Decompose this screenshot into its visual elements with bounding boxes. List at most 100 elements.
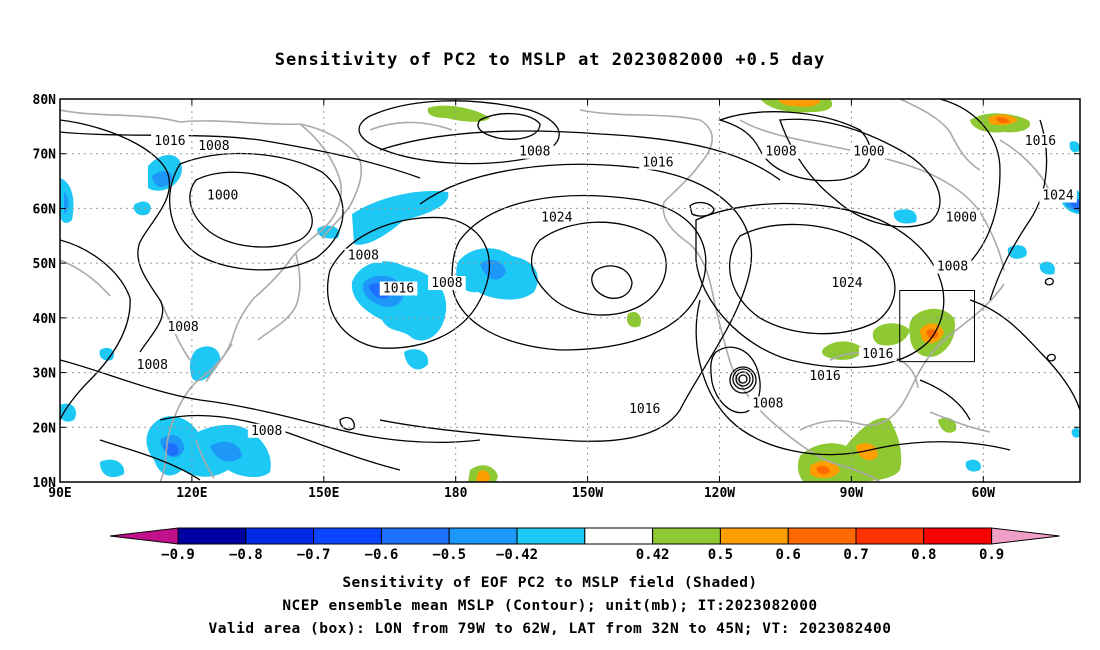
contour-label: 1000 xyxy=(946,210,977,225)
contour-label-bg xyxy=(749,396,787,411)
colorbar-swatch xyxy=(448,527,518,545)
map-frame xyxy=(59,98,1081,483)
contour-label-bg xyxy=(625,401,664,416)
lon-tick-label: 90E xyxy=(48,486,71,501)
contour-label: 1008 xyxy=(198,139,229,154)
coastlines xyxy=(60,99,1051,482)
colorbar-label: 0.6 xyxy=(776,547,801,563)
colorbar-label: 0.8 xyxy=(911,547,936,563)
contour-label: 1016 xyxy=(383,282,414,297)
colorbar-label: −0.9 xyxy=(161,547,195,563)
lat-tick-label: 50N xyxy=(33,257,57,272)
lon-tick-label: 150W xyxy=(572,486,603,501)
contour-label-bg xyxy=(195,139,233,154)
contour-label: 1008 xyxy=(167,320,198,335)
contour-label-bg xyxy=(379,281,418,296)
contour-label-bg xyxy=(516,144,554,159)
contour-label-bg xyxy=(933,259,972,274)
contour-label-bg xyxy=(203,188,242,203)
colorbar-label: −0.7 xyxy=(297,547,331,563)
contour-label-bg xyxy=(639,155,677,170)
lon-tick-label: 90W xyxy=(840,486,864,501)
contour-label: 1008 xyxy=(937,260,968,275)
sensitivity-shading xyxy=(60,99,1080,482)
colorbar-swatch xyxy=(177,527,247,545)
colorbar-label: −0.42 xyxy=(496,547,538,563)
caption-valid-area: Valid area (box): LON from 79W to 62W, L… xyxy=(208,621,892,637)
contour-label: 1016 xyxy=(809,369,840,384)
contour-label-bg xyxy=(164,319,202,334)
contour-label: 1016 xyxy=(629,402,660,417)
contour-label: 1008 xyxy=(519,145,550,160)
contour-label: 1024 xyxy=(541,210,572,225)
colorbar: −0.9 −0.8 −0.7 −0.6 −0.5 −0.42 0.42 0.5 0.6 0.7 0.… xyxy=(109,527,1060,563)
contour-label: 1008 xyxy=(348,249,379,264)
colorbar-label: 0.5 xyxy=(708,547,733,563)
contour-label-bg xyxy=(538,210,576,225)
contour-label-bg xyxy=(762,144,800,159)
contour-label: 1024 xyxy=(831,276,862,291)
lat-tick-label: 60N xyxy=(33,202,57,217)
contour-label-bg xyxy=(828,276,866,291)
lon-tick-label: 150E xyxy=(308,486,339,501)
contour-label: 1016 xyxy=(642,156,673,171)
lat-tick-label: 40N xyxy=(33,312,57,327)
colorbar-swatch xyxy=(245,527,315,545)
colorbar-swatch xyxy=(652,527,721,545)
contour-label-bg xyxy=(428,276,466,291)
colorbar-label: −0.6 xyxy=(365,547,399,563)
contour-label-bg xyxy=(858,347,897,362)
colorbar-swatch xyxy=(516,527,586,545)
contour-label-bg xyxy=(942,210,981,225)
lat-tick-label: 20N xyxy=(33,421,57,436)
contour-label-bg xyxy=(850,144,888,159)
contour-label: 1016 xyxy=(154,134,185,149)
lon-tick-label: 60W xyxy=(972,486,996,501)
contour-label: 1008 xyxy=(752,396,783,411)
lon-tick-label: 180 xyxy=(444,486,468,501)
lat-tick-label: 10N xyxy=(33,476,57,491)
colorbar-swatch xyxy=(313,527,382,545)
lon-tick-label: 120W xyxy=(704,486,735,501)
colorbar-extend-low xyxy=(109,527,179,545)
contour-label: 1000 xyxy=(853,145,884,160)
page-title: Sensitivity of PC2 to MSLP at 2023082000… xyxy=(274,50,826,70)
lat-tick-label: 30N xyxy=(33,367,57,382)
valid-area-box xyxy=(899,290,975,363)
contour-label-bg xyxy=(1039,188,1077,203)
contour-label: 1024 xyxy=(1042,188,1073,203)
lon-tick-label: 120E xyxy=(176,486,207,501)
caption-contour: NCEP ensemble mean MSLP (Contour); unit(… xyxy=(282,598,818,614)
lat-tick-label: 80N xyxy=(33,93,57,108)
mslp-contours xyxy=(60,99,1080,481)
colorbar-swatch xyxy=(855,527,925,545)
colorbar-label: 0.7 xyxy=(843,547,868,563)
contour-label: 1008 xyxy=(251,424,282,439)
contour-label-bg xyxy=(151,133,189,148)
contour-label: 1008 xyxy=(137,358,168,373)
contour-label-bg xyxy=(806,369,844,384)
contour-label-bg xyxy=(133,358,172,373)
colorbar-swatch xyxy=(923,527,993,545)
contour-label-bg xyxy=(344,248,383,263)
colorbar-swatch xyxy=(787,527,857,545)
colorbar-label: 0.9 xyxy=(979,547,1004,563)
contour-label: 1016 xyxy=(862,347,893,362)
colorbar-label: 0.42 xyxy=(636,547,670,563)
colorbar-label: −0.8 xyxy=(229,547,263,563)
colorbar-swatch xyxy=(719,527,789,545)
contour-label: 1016 xyxy=(1025,134,1056,149)
colorbar-label: −0.5 xyxy=(432,547,466,563)
contour-label: 1008 xyxy=(765,145,796,160)
contour-label: 1008 xyxy=(431,276,462,291)
lat-axis: 80N 70N 60N 50N 40N 30N 20N 10N xyxy=(33,93,1080,491)
contour-labels: 1016 1008 1000 1008 1016 1008 1008 1008 1008 1008… xyxy=(133,133,1077,439)
colorbar-extend-high xyxy=(991,527,1060,545)
lon-axis: 90E 120E 150E 180 150W 120W 90W 60W xyxy=(48,99,995,501)
lat-tick-label: 70N xyxy=(33,148,57,163)
colorbar-swatch xyxy=(380,527,450,545)
map-gridlines xyxy=(60,99,1080,482)
caption-shading: Sensitivity of EOF PC2 to MSLP field (Sh… xyxy=(342,575,758,591)
contour-label-bg xyxy=(1021,133,1060,148)
